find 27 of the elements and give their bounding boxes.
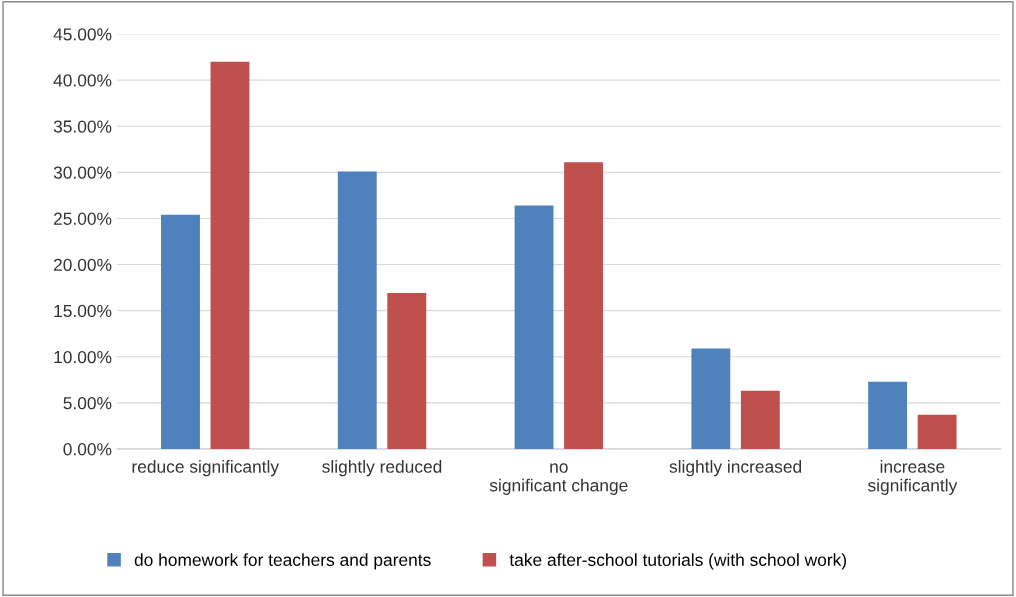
- bar: [564, 162, 603, 449]
- bar: [514, 205, 554, 449]
- bar: [917, 414, 957, 449]
- y-tick-label: 40.00%: [53, 74, 112, 87]
- legend-label: do homework for teachers and parents: [134, 553, 431, 570]
- x-tick-label: increase significantly: [867, 460, 958, 495]
- bar: [337, 171, 377, 449]
- bar: [740, 390, 780, 449]
- bar: [161, 214, 200, 449]
- x-tick-label: no significant change: [489, 463, 628, 495]
- y-tick-label: 15.00%: [54, 304, 112, 318]
- y-tick-label: 0.00%: [63, 443, 112, 456]
- x-tick-label: slightly reduced: [322, 460, 442, 477]
- y-tick-label: 25.00%: [53, 212, 112, 225]
- bar: [387, 293, 427, 449]
- y-tick-label: 10.00%: [54, 350, 112, 364]
- legend-label: take after-school tutorials (with school work): [509, 553, 846, 570]
- y-tick-label: 20.00%: [53, 258, 112, 271]
- y-tick-label: 35.00%: [53, 120, 112, 133]
- bar: [691, 348, 731, 449]
- y-tick-label: 30.00%: [53, 166, 112, 179]
- bar: [210, 61, 250, 449]
- x-tick-label: slightly increased: [669, 460, 802, 477]
- y-tick-label: 5.00%: [63, 397, 112, 410]
- y-tick-label: 45.00%: [53, 28, 112, 41]
- x-tick-label: reduce significantly: [132, 460, 280, 477]
- bar: [868, 381, 908, 449]
